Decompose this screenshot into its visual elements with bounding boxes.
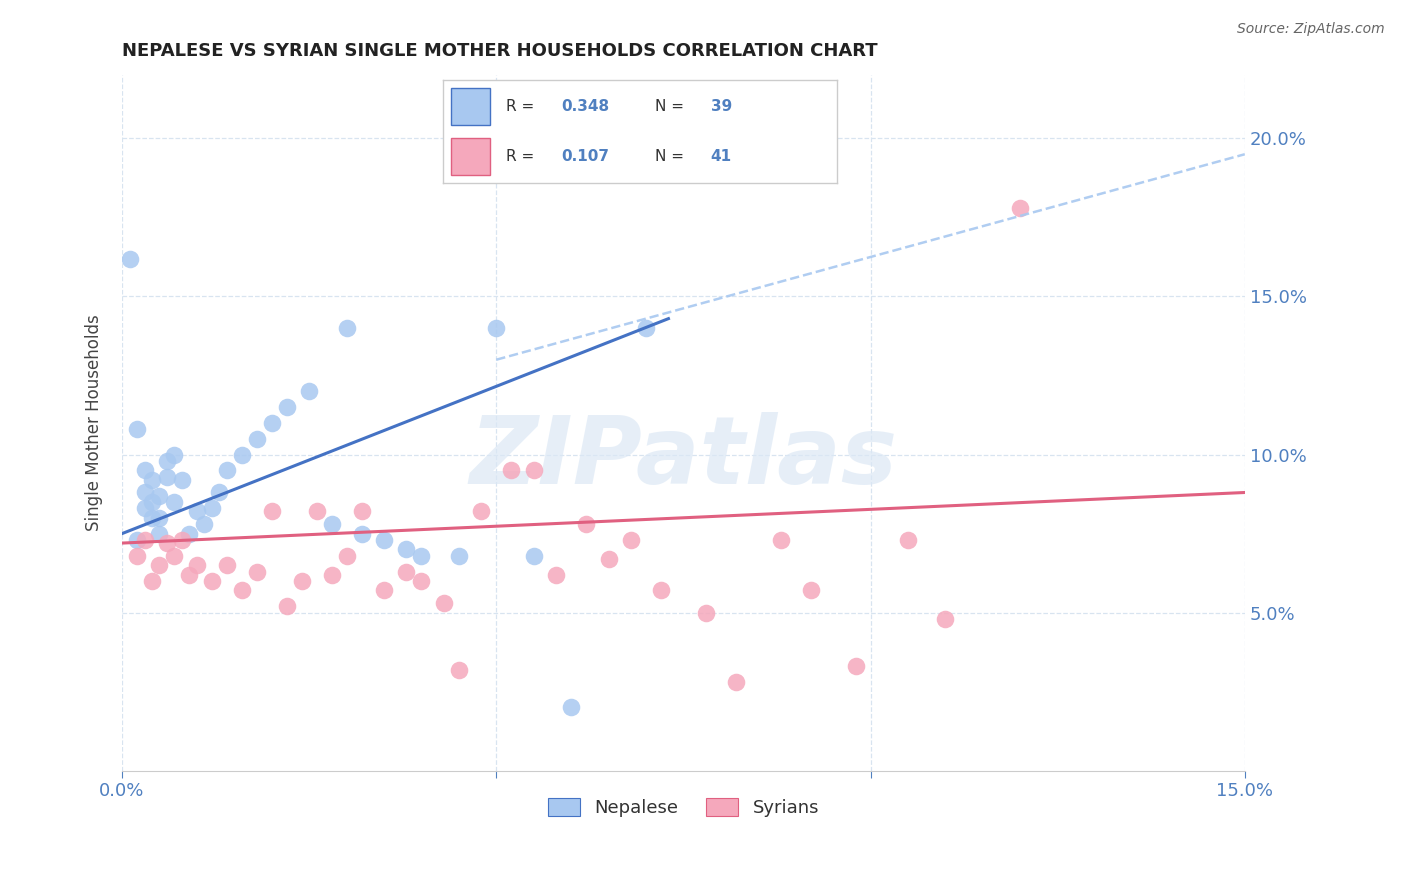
- Point: [620, 533, 643, 547]
- Text: R =: R =: [506, 149, 538, 164]
- Point: [118, 252, 141, 266]
- Point: [148, 489, 170, 503]
- Point: [1010, 201, 1032, 215]
- Text: R =: R =: [506, 99, 538, 114]
- Point: [598, 552, 620, 566]
- Point: [141, 495, 163, 509]
- Text: NEPALESE VS SYRIAN SINGLE MOTHER HOUSEHOLDS CORRELATION CHART: NEPALESE VS SYRIAN SINGLE MOTHER HOUSEHO…: [122, 42, 877, 60]
- Point: [650, 583, 672, 598]
- Point: [156, 454, 179, 468]
- Point: [170, 473, 193, 487]
- Point: [134, 533, 156, 547]
- Point: [179, 526, 201, 541]
- Point: [186, 504, 208, 518]
- Point: [246, 432, 269, 446]
- Point: [485, 321, 508, 335]
- Point: [433, 596, 456, 610]
- Point: [373, 533, 395, 547]
- Point: [208, 485, 231, 500]
- Point: [575, 517, 598, 532]
- Point: [769, 533, 792, 547]
- Point: [305, 504, 328, 518]
- Point: [134, 463, 156, 477]
- Point: [163, 448, 186, 462]
- Point: [276, 400, 298, 414]
- Point: [201, 574, 224, 588]
- Point: [501, 463, 523, 477]
- Point: [447, 663, 470, 677]
- Point: [125, 533, 148, 547]
- Point: [231, 583, 253, 598]
- Point: [724, 675, 747, 690]
- Point: [215, 463, 238, 477]
- Point: [934, 612, 956, 626]
- Text: N =: N =: [655, 99, 689, 114]
- Point: [163, 549, 186, 563]
- Point: [156, 536, 179, 550]
- Point: [125, 549, 148, 563]
- Point: [336, 549, 359, 563]
- Text: ZIPatlas: ZIPatlas: [470, 412, 897, 504]
- Point: [350, 526, 373, 541]
- Text: 0.107: 0.107: [561, 149, 609, 164]
- Point: [163, 495, 186, 509]
- Point: [291, 574, 314, 588]
- Text: 41: 41: [710, 149, 731, 164]
- Point: [231, 448, 253, 462]
- Point: [186, 558, 208, 573]
- Point: [260, 416, 283, 430]
- Point: [141, 473, 163, 487]
- Point: [350, 504, 373, 518]
- Point: [395, 542, 418, 557]
- Point: [148, 558, 170, 573]
- Point: [447, 549, 470, 563]
- Point: [373, 583, 395, 598]
- Point: [523, 549, 546, 563]
- Point: [321, 567, 343, 582]
- Text: N =: N =: [655, 149, 689, 164]
- Point: [411, 574, 433, 588]
- Point: [193, 517, 215, 532]
- Y-axis label: Single Mother Households: Single Mother Households: [86, 315, 103, 532]
- Point: [134, 501, 156, 516]
- Bar: [451, 137, 491, 175]
- Text: 39: 39: [710, 99, 733, 114]
- Point: [125, 422, 148, 436]
- Point: [148, 510, 170, 524]
- Point: [215, 558, 238, 573]
- Point: [560, 700, 582, 714]
- Point: [141, 510, 163, 524]
- Point: [634, 321, 657, 335]
- Point: [148, 526, 170, 541]
- Bar: [451, 88, 491, 126]
- Point: [411, 549, 433, 563]
- Point: [246, 565, 269, 579]
- Legend: Nepalese, Syrians: Nepalese, Syrians: [540, 791, 827, 824]
- Point: [897, 533, 920, 547]
- Point: [800, 583, 823, 598]
- Point: [546, 567, 568, 582]
- Point: [156, 469, 179, 483]
- Point: [170, 533, 193, 547]
- Point: [141, 574, 163, 588]
- Point: [695, 606, 717, 620]
- Point: [395, 565, 418, 579]
- Point: [260, 504, 283, 518]
- Point: [201, 501, 224, 516]
- Text: Source: ZipAtlas.com: Source: ZipAtlas.com: [1237, 22, 1385, 37]
- Text: 0.348: 0.348: [561, 99, 609, 114]
- Point: [134, 485, 156, 500]
- Point: [276, 599, 298, 614]
- Point: [470, 504, 492, 518]
- Point: [845, 659, 868, 673]
- Point: [336, 321, 359, 335]
- Point: [321, 517, 343, 532]
- Point: [179, 567, 201, 582]
- Point: [298, 384, 321, 399]
- Point: [523, 463, 546, 477]
